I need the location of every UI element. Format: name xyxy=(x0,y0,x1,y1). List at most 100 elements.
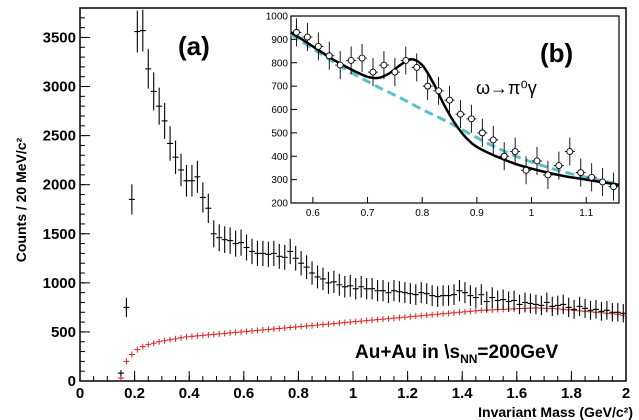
data-point xyxy=(178,153,185,187)
background-point xyxy=(259,326,266,333)
inset-data-point xyxy=(324,41,335,70)
inset-data-point xyxy=(313,32,324,61)
x-axis-label: Invariant Mass (GeV/c²) xyxy=(478,404,633,420)
background-point xyxy=(287,324,294,331)
inset-data-point xyxy=(499,142,510,171)
background-point xyxy=(451,309,458,316)
background-point xyxy=(467,308,474,315)
data-point xyxy=(227,227,234,254)
background-point xyxy=(123,358,130,365)
inset-data-point xyxy=(378,51,389,80)
inset-x-tick-label: 0.6 xyxy=(306,208,320,219)
inset-data-point xyxy=(575,158,586,187)
data-point xyxy=(380,280,387,302)
background-point xyxy=(281,324,288,331)
data-point xyxy=(139,9,146,52)
background-point xyxy=(358,318,365,325)
data-point xyxy=(188,164,195,197)
data-point xyxy=(467,285,474,306)
data-point xyxy=(451,284,458,306)
inset-data-point xyxy=(368,58,378,87)
data-point xyxy=(248,238,255,265)
energy-annotation: Au+Au in \sNN=200GeV xyxy=(355,342,559,366)
background-point xyxy=(478,307,485,314)
background-point xyxy=(423,312,430,319)
inset-y-tick-label: 700 xyxy=(271,82,288,93)
data-point xyxy=(489,287,496,308)
background-point xyxy=(489,306,496,313)
inset-data-point xyxy=(444,86,455,115)
data-point xyxy=(265,241,272,267)
data-point xyxy=(511,290,518,311)
data-point xyxy=(532,294,539,315)
data-point xyxy=(369,278,376,300)
reaction-label: ω→π⁰γ xyxy=(476,78,537,98)
inset-data-point xyxy=(553,151,564,180)
data-point xyxy=(614,303,621,322)
background-point xyxy=(156,338,163,345)
data-point xyxy=(440,285,447,306)
data-point xyxy=(538,295,545,316)
background-point xyxy=(134,346,141,353)
data-point xyxy=(521,292,528,313)
background-point xyxy=(145,341,152,348)
data-point xyxy=(325,271,332,294)
background-point xyxy=(363,317,370,324)
inset-data-point xyxy=(564,137,575,166)
panel-label-b: (b) xyxy=(540,38,573,68)
background-point xyxy=(456,309,463,316)
background-point xyxy=(128,351,135,358)
x-tick-label: 1 xyxy=(349,385,357,402)
background-point xyxy=(298,323,305,330)
data-point xyxy=(117,370,124,377)
data-point xyxy=(456,280,463,302)
data-point xyxy=(336,273,343,296)
data-point xyxy=(609,303,616,322)
inset-x-tick-label: 0.9 xyxy=(470,208,484,219)
background-point xyxy=(238,328,245,335)
data-point xyxy=(500,289,507,310)
background-point xyxy=(330,320,337,327)
data-point xyxy=(238,229,245,256)
data-point xyxy=(478,284,485,306)
background-point xyxy=(418,312,425,319)
data-point xyxy=(472,287,479,308)
x-tick-label: 1.8 xyxy=(561,385,582,402)
background-point xyxy=(270,325,277,332)
background-point xyxy=(445,310,452,317)
background-point xyxy=(325,321,332,328)
data-point xyxy=(505,291,512,312)
inset-y-tick-label: 600 xyxy=(271,105,288,116)
data-point xyxy=(134,10,141,53)
inset-data-point xyxy=(477,118,488,147)
y-tick-label: 1500 xyxy=(43,226,76,243)
background-point xyxy=(227,329,234,336)
data-point xyxy=(516,294,523,315)
inset-data-point xyxy=(466,104,477,133)
inset-data-point xyxy=(400,46,411,75)
inset-x-tick-label: 0.7 xyxy=(361,208,375,219)
x-tick-label: 0.6 xyxy=(233,385,254,402)
data-point xyxy=(445,285,452,306)
background-fit-line xyxy=(290,33,620,186)
data-point xyxy=(483,291,490,312)
inset-y-tick-label: 1000 xyxy=(266,12,289,23)
annotation-suffix: =200GeV xyxy=(477,342,558,363)
data-point xyxy=(287,238,294,265)
data-point xyxy=(167,126,174,161)
inset-y-tick-label: 500 xyxy=(271,128,288,139)
data-point xyxy=(254,240,261,267)
background-point xyxy=(292,324,299,331)
data-point xyxy=(276,243,283,269)
background-point xyxy=(369,317,376,324)
inset-data-point xyxy=(422,72,433,101)
data-point xyxy=(330,270,337,293)
data-point xyxy=(358,275,365,298)
inset-data-point xyxy=(608,172,619,201)
inset-data-point xyxy=(455,100,466,129)
inset-data-point xyxy=(433,76,444,105)
data-point xyxy=(341,275,348,298)
data-point xyxy=(292,245,299,271)
data-point xyxy=(412,284,419,306)
background-point xyxy=(461,308,468,315)
